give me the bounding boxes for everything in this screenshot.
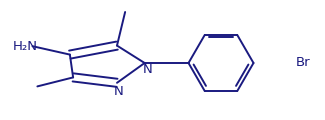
Text: N: N	[114, 85, 124, 98]
Text: N: N	[143, 63, 153, 76]
Text: H₂N: H₂N	[13, 40, 38, 53]
Text: Br: Br	[296, 57, 310, 69]
